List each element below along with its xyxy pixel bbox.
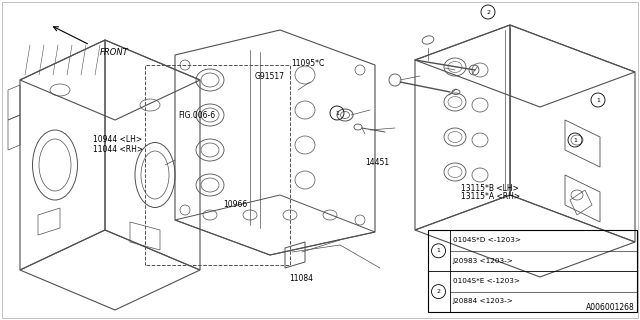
Text: 1: 1 (335, 110, 339, 116)
Text: 1: 1 (573, 138, 577, 142)
Text: 0104S*D <-1203>: 0104S*D <-1203> (452, 237, 520, 243)
Text: 14451: 14451 (365, 158, 389, 167)
Text: 13115*B <LH>: 13115*B <LH> (461, 184, 518, 193)
Text: 11095*C: 11095*C (291, 59, 324, 68)
Text: A006001268: A006001268 (586, 303, 635, 312)
Text: J20983 <1203->: J20983 <1203-> (452, 258, 513, 264)
Text: FRONT: FRONT (100, 47, 129, 57)
Text: 2: 2 (486, 10, 490, 14)
Text: 11044 <RH>: 11044 <RH> (93, 145, 143, 154)
Text: G91517: G91517 (255, 72, 285, 81)
Text: 10966: 10966 (223, 200, 247, 209)
Text: 0104S*E <-1203>: 0104S*E <-1203> (452, 278, 520, 284)
Text: 13115*A <RH>: 13115*A <RH> (461, 192, 520, 201)
Text: 11084: 11084 (289, 274, 314, 283)
Text: 1: 1 (436, 248, 440, 253)
Text: 2: 2 (436, 289, 440, 294)
Text: FIG.006-6: FIG.006-6 (178, 111, 215, 120)
Text: J20884 <1203->: J20884 <1203-> (452, 298, 513, 304)
Text: 10944 <LH>: 10944 <LH> (93, 135, 142, 144)
Text: 1: 1 (596, 98, 600, 102)
